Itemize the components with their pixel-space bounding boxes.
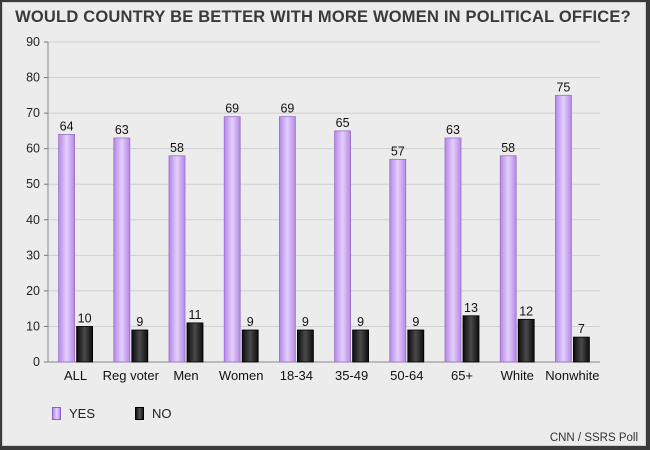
bar-yes: [499, 155, 517, 363]
y-tick-label: 80: [26, 71, 40, 85]
x-tick-label: 65+: [451, 368, 473, 383]
data-label-no: 12: [519, 304, 533, 318]
x-tick-label: 18-34: [280, 368, 313, 383]
legend-item-yes: YES: [52, 406, 95, 421]
data-label-no: 9: [302, 315, 309, 329]
y-tick-label: 60: [26, 142, 40, 156]
data-label-no: 11: [189, 308, 202, 322]
data-label-yes: 64: [60, 119, 74, 133]
bar-yes: [555, 94, 572, 363]
y-tick-label: 40: [26, 213, 40, 227]
bar-no: [241, 329, 259, 363]
bar-no: [352, 329, 370, 363]
legend-swatch-yes: [52, 407, 61, 420]
source-credit: CNN / SSRS Poll: [549, 432, 638, 444]
plot-area: [48, 42, 600, 362]
legend: YES NO: [52, 406, 172, 421]
bar-no: [462, 315, 480, 363]
bar-yes: [278, 116, 296, 363]
data-label-no: 13: [464, 301, 478, 315]
bar-yes: [58, 134, 75, 363]
legend-label-yes: YES: [69, 406, 96, 421]
bar-no: [186, 322, 204, 363]
data-label-no: 10: [78, 311, 92, 325]
y-tick-label: 10: [26, 319, 40, 333]
x-tick-label: Reg voter: [103, 368, 160, 383]
data-label-no: 9: [136, 315, 143, 329]
data-label-yes: 69: [280, 102, 294, 116]
bar-no: [296, 329, 314, 363]
bar-yes: [444, 137, 462, 363]
data-label-yes: 58: [501, 141, 515, 155]
chart-title: WOULD COUNTRY BE BETTER WITH MORE WOMEN …: [15, 8, 631, 26]
legend-swatch-no: [135, 407, 145, 420]
bar-yes: [223, 116, 241, 363]
data-label-no: 7: [578, 322, 585, 336]
data-label-yes: 58: [170, 141, 184, 155]
y-tick-label: 20: [26, 284, 40, 298]
x-tick-label: Men: [173, 368, 198, 383]
bar-no: [407, 329, 425, 363]
data-label-yes: 63: [446, 123, 460, 137]
x-tick-label: 35-49: [335, 368, 368, 383]
data-label-no: 9: [412, 315, 419, 329]
bar-yes: [113, 137, 131, 363]
data-label-yes: 57: [391, 144, 405, 158]
y-tick-label: 90: [26, 35, 40, 49]
bar-yes: [168, 155, 186, 363]
data-label-no: 9: [357, 315, 364, 329]
bar-no: [76, 326, 93, 363]
y-tick-label: 70: [26, 106, 40, 120]
data-label-yes: 69: [225, 102, 239, 116]
bar-no: [517, 318, 535, 363]
x-tick-label: White: [501, 368, 534, 383]
x-tick-label: 50-64: [390, 368, 423, 383]
bar-yes: [334, 130, 352, 363]
bar-yes: [389, 158, 407, 363]
y-tick-label: 50: [26, 177, 40, 191]
x-tick-label: ALL: [64, 368, 87, 383]
data-label-yes: 75: [556, 80, 570, 94]
y-tick-label: 30: [26, 248, 40, 262]
x-tick-label: Nonwhite: [545, 368, 599, 383]
data-label-no: 9: [247, 315, 254, 329]
data-label-yes: 63: [115, 123, 129, 137]
legend-label-no: NO: [152, 406, 172, 421]
x-tick-label: Women: [219, 368, 264, 383]
legend-item-no: NO: [135, 406, 172, 421]
bar-no: [573, 336, 590, 363]
bar-no: [131, 329, 149, 363]
y-tick-label: 0: [33, 355, 40, 369]
data-label-yes: 65: [336, 116, 350, 130]
